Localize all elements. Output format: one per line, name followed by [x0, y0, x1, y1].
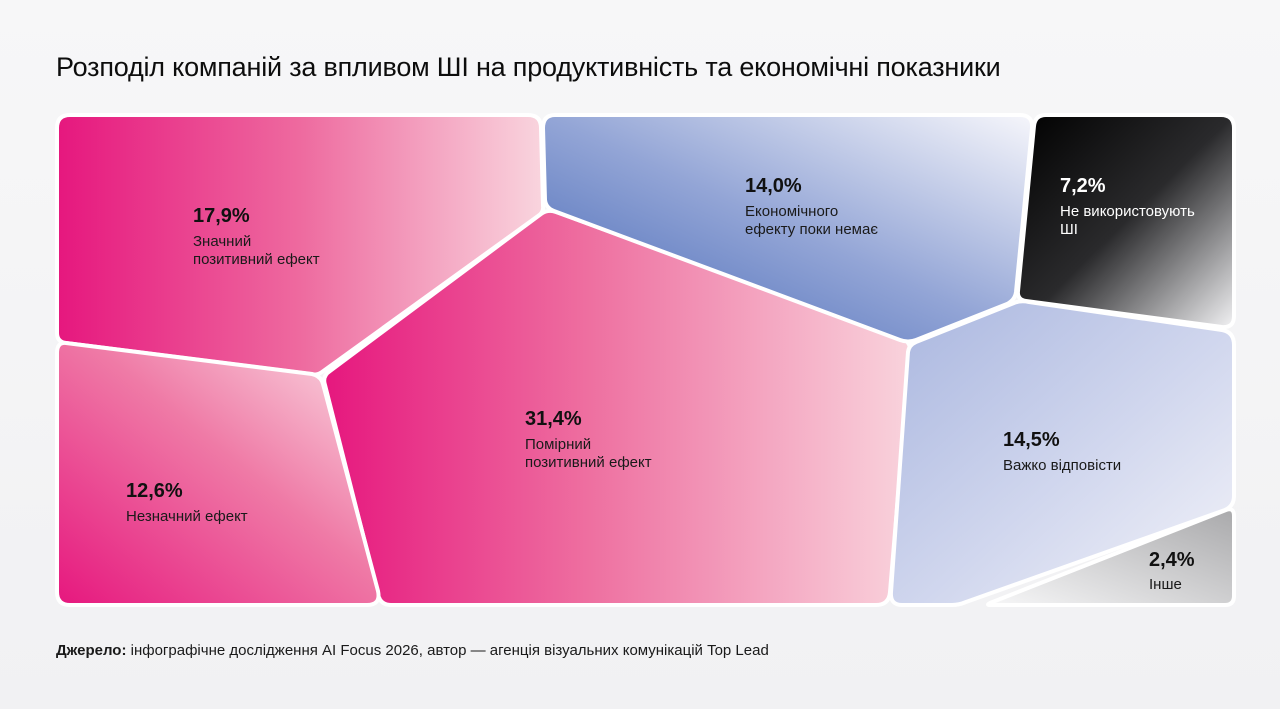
label-not-using-1: Не використовують: [1060, 203, 1195, 220]
source-text: інфографічне дослідження AI Focus 2026, …: [126, 642, 769, 659]
label-hard-to-answer-1: Важко відповісти: [1003, 457, 1121, 474]
label-no-economic-1: Економічного: [745, 203, 838, 220]
source-label: Джерело:: [56, 642, 127, 659]
label-moderate-2: позитивний ефект: [525, 454, 652, 471]
label-other-1: Інше: [1149, 576, 1182, 593]
label-significant-2: позитивний ефект: [193, 251, 320, 268]
label-not-using-2: ШІ: [1060, 221, 1078, 238]
value-significant: 17,9%: [193, 205, 250, 227]
label-insignificant-1: Незначний ефект: [126, 508, 248, 525]
value-hard-to-answer: 14,5%: [1003, 429, 1060, 451]
value-no-economic: 14,0%: [745, 175, 802, 197]
source-note: Джерело: інфографічне дослідження AI Foc…: [56, 642, 769, 659]
label-no-economic-2: ефекту поки немає: [745, 221, 878, 238]
cell-not-using: [1015, 113, 1236, 330]
cell-insignificant: [55, 340, 381, 607]
value-insignificant: 12,6%: [126, 480, 183, 502]
label-moderate-1: Помірний: [525, 436, 591, 453]
chart-title: Розподіл компаній за впливом ШІ на проду…: [56, 52, 1001, 82]
cell-other: [986, 507, 1236, 607]
label-significant-1: Значний: [193, 233, 251, 250]
cell-no-economic: [541, 113, 1035, 344]
value-moderate: 31,4%: [525, 408, 582, 430]
value-not-using: 7,2%: [1060, 175, 1106, 197]
value-other: 2,4%: [1149, 549, 1195, 571]
